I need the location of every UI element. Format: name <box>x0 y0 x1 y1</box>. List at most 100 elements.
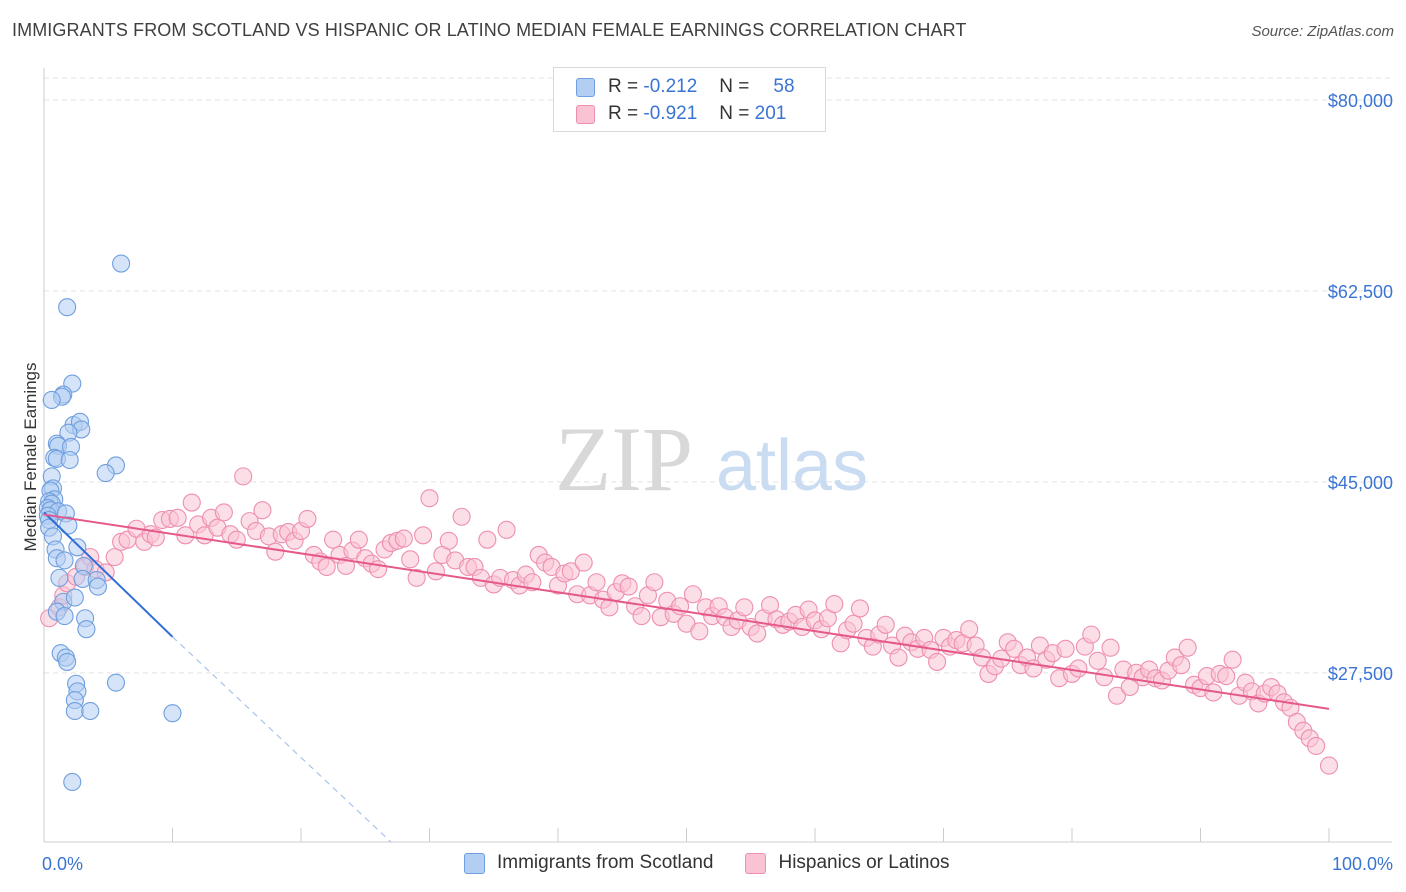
scotland-point <box>88 577 108 596</box>
y-tick-label: $45,000 <box>1328 473 1393 493</box>
scotland-point <box>55 607 74 626</box>
legend-item-scotland[interactable]: Immigrants from Scotland <box>464 852 713 874</box>
scotland-point <box>50 568 69 587</box>
scotland-point <box>55 551 74 570</box>
hispanics-point <box>298 509 317 528</box>
hispanics-point <box>168 508 187 527</box>
hispanics-point <box>266 542 285 561</box>
hispanics-point <box>105 548 124 567</box>
hispanics-point <box>439 531 458 550</box>
legend-row-hispanics: R = -0.921 N = 201 <box>576 101 786 127</box>
legend-r-value: -0.212 <box>643 76 698 97</box>
hispanics-point <box>317 557 336 577</box>
legend-item-hispanics[interactable]: Hispanics or Latinos <box>745 852 950 874</box>
hispanics-point <box>619 577 638 596</box>
hispanics-point <box>632 607 651 626</box>
legend-r-label: R = <box>608 76 639 97</box>
legend-swatch-blue <box>464 852 485 874</box>
scotland-point <box>58 652 77 671</box>
hispanics-point <box>146 528 165 547</box>
scotland-point <box>60 450 79 470</box>
legend-r-value: -0.921 <box>643 103 698 124</box>
hispanics-point <box>876 615 895 634</box>
hispanics-point <box>234 467 253 486</box>
series-legend: Immigrants from Scotland Hispanics or La… <box>464 852 982 874</box>
hispanics-point <box>227 530 246 549</box>
hispanics-point <box>825 595 844 614</box>
hispanics-point <box>214 503 233 522</box>
hispanics-point <box>1056 639 1075 658</box>
hispanics-point <box>748 624 767 643</box>
legend-n-value: 201 <box>754 103 787 124</box>
hispanics-point <box>574 553 593 572</box>
legend-swatch-pink <box>745 852 767 874</box>
y-axis-label: Median Female Earnings <box>21 363 40 552</box>
hispanics-point <box>478 530 497 549</box>
scotland-point <box>42 390 61 410</box>
hispanics-point <box>414 526 433 545</box>
hispanics-point <box>452 507 471 526</box>
hispanics-point <box>1082 625 1101 644</box>
stats-legend: R = -0.212 N = 58 R = -0.921 N = 201 <box>553 67 826 132</box>
watermark-atlas: atlas <box>716 426 868 506</box>
hispanics-point <box>1101 638 1120 657</box>
scotland-point <box>58 298 77 317</box>
hispanics-point <box>1005 639 1024 658</box>
hispanics-point <box>561 562 580 581</box>
scotland-trend-extension <box>172 636 392 843</box>
hispanics-point <box>850 599 870 618</box>
hispanics-trend-line <box>43 513 1330 710</box>
scotland-point <box>68 538 87 557</box>
source-credit: Source: ZipAtlas.com <box>1251 23 1394 40</box>
hispanics-point <box>889 648 908 667</box>
hispanics-point <box>844 614 863 633</box>
hispanics-point <box>645 573 664 592</box>
hispanics-point <box>349 530 368 549</box>
hispanics-point <box>1319 756 1339 775</box>
hispanics-point <box>1088 651 1107 670</box>
scotland-point <box>96 464 115 483</box>
hispanics-point <box>600 598 619 617</box>
trend-lines <box>43 511 1330 843</box>
hispanics-point <box>182 493 201 512</box>
hispanics-point <box>401 550 420 569</box>
scotland-trend-line <box>43 511 174 638</box>
hispanics-point <box>253 501 272 520</box>
hispanics-point <box>1178 638 1197 657</box>
scotland-point <box>65 701 84 721</box>
hispanics-point <box>324 530 343 549</box>
hispanics-point <box>523 573 542 592</box>
hispanics-point <box>407 568 426 587</box>
x-tick-label-max: 100.0% <box>1332 854 1393 874</box>
hispanics-point <box>1069 659 1088 678</box>
tick-labels: $27,500 $45,000 $62,500 $80,000 0.0% 100.0% <box>42 91 1393 874</box>
legend-n-label: N = <box>719 103 750 124</box>
hispanics-point <box>1107 686 1127 705</box>
hispanics-point <box>394 529 413 548</box>
hispanics-point <box>683 585 702 604</box>
scotland-point <box>59 516 78 535</box>
scotland-point <box>65 588 84 607</box>
scotland-point <box>163 704 182 723</box>
legend-label-hispanics: Hispanics or Latinos <box>778 852 950 873</box>
scotland-point <box>106 673 126 692</box>
x-tick-label-min: 0.0% <box>42 854 83 874</box>
axes <box>43 68 1392 843</box>
hispanics-point <box>420 489 439 508</box>
hispanics-point <box>960 620 979 639</box>
series-hispanics-points <box>40 467 1339 775</box>
hispanics-point <box>426 562 445 581</box>
grid-lines <box>44 77 1392 674</box>
hispanics-point <box>735 598 754 617</box>
hispanics-point <box>1217 667 1236 686</box>
hispanics-point <box>1095 668 1114 687</box>
hispanics-point <box>690 622 709 641</box>
hispanics-point <box>1307 736 1326 756</box>
hispanics-point <box>1172 656 1191 675</box>
hispanics-point <box>1223 650 1242 669</box>
legend-label-scotland: Immigrants from Scotland <box>497 852 714 873</box>
y-tick-label: $62,500 <box>1328 282 1393 302</box>
hispanics-point <box>928 652 947 671</box>
legend-r-label: R = <box>608 103 639 124</box>
